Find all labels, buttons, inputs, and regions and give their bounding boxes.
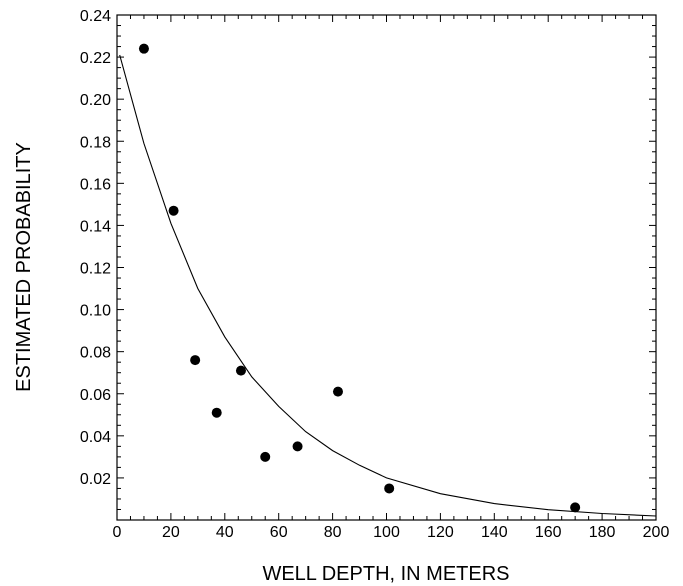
x-tick-label: 160 [535,524,562,541]
x-axis-ticks [116,15,657,520]
data-point [211,407,222,418]
y-tick-label: 0.10 [80,303,111,320]
y-axis-ticks [117,14,656,510]
y-tick-label: 0.04 [80,429,111,446]
y-tick-label: 0.20 [80,92,111,109]
y-tick-label: 0.06 [80,387,111,404]
y-tick-label: 0.08 [80,345,111,362]
y-tick-label: 0.22 [80,50,111,67]
x-tick-label: 20 [162,524,180,541]
x-axis-tick-labels: 0 20 40 60 80 100 120 140 160 180 200 [113,524,670,541]
fitted-curve [119,54,657,517]
data-point [332,386,343,397]
x-tick-label: 0 [113,524,122,541]
y-axis-label: ESTIMATED PROBABILITY [13,142,35,392]
x-tick-label: 80 [324,524,342,541]
data-point [138,43,149,54]
x-tick-label: 100 [373,524,400,541]
data-points [138,43,581,513]
x-tick-label: 40 [216,524,234,541]
y-axis-tick-labels: 0.02 0.04 0.06 0.08 0.10 0.12 0.14 0.16 0.18 0.20… [80,8,111,488]
x-tick-label: 180 [589,524,616,541]
y-tick-label: 0.18 [80,134,111,151]
plot-frame [116,14,657,521]
data-point [292,441,303,452]
x-axis-label: WELL DEPTH, IN METERS [262,563,509,585]
data-point [570,502,581,513]
y-tick-label: 0.16 [80,176,111,193]
data-point [190,355,201,366]
data-point [168,205,179,216]
y-tick-label: 0.02 [80,471,111,488]
x-tick-label: 60 [270,524,288,541]
x-tick-label: 140 [481,524,508,541]
data-point [384,483,395,494]
y-tick-label: 0.12 [80,261,111,278]
data-point [260,451,271,462]
x-tick-label: 200 [643,524,670,541]
x-tick-label: 120 [427,524,454,541]
fitted-curve-line [119,54,657,517]
y-tick-label: 0.24 [80,8,111,25]
data-point [235,365,246,376]
y-tick-label: 0.14 [80,218,111,235]
